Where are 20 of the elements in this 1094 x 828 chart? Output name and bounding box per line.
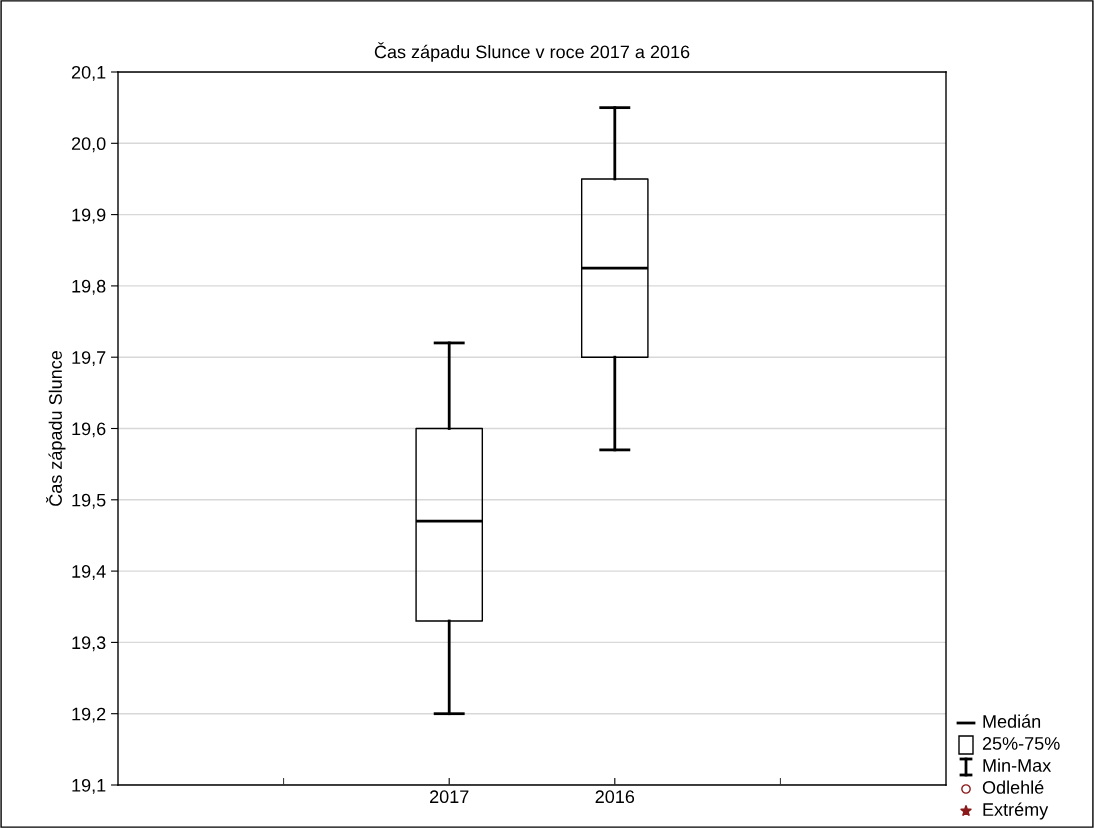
y-tick-label: 20,0 bbox=[71, 137, 106, 153]
y-tick-label: 19,3 bbox=[72, 636, 106, 652]
y-tick-label: 19,9 bbox=[72, 208, 106, 224]
x-tick-label: 2017 bbox=[430, 790, 469, 804]
chart-title: Čas západu Slunce v roce 2017 a 2016 bbox=[374, 42, 690, 62]
text: Extrémy bbox=[983, 802, 1049, 820]
y-tick-label: 19,5 bbox=[72, 493, 106, 509]
text: 25%-75% bbox=[982, 737, 1060, 750]
text: Min-Max bbox=[983, 758, 1052, 772]
y-tick-label: 19,6 bbox=[72, 422, 106, 438]
y-tick-label: 19,1 bbox=[72, 778, 106, 794]
y-axis-title: Čas západu Slunce bbox=[45, 351, 66, 506]
y-tick-label: 19,7 bbox=[72, 351, 106, 367]
y-tick-label: 19,4 bbox=[72, 565, 106, 580]
text: Medián bbox=[983, 714, 1041, 728]
y-tick-label: 19,2 bbox=[72, 707, 106, 723]
y-tick-label: 20,1 bbox=[71, 65, 106, 81]
x-tick-label: 2016 bbox=[595, 790, 635, 804]
text: Odlehlé bbox=[982, 780, 1044, 794]
y-tick-label: 19,8 bbox=[72, 279, 106, 295]
